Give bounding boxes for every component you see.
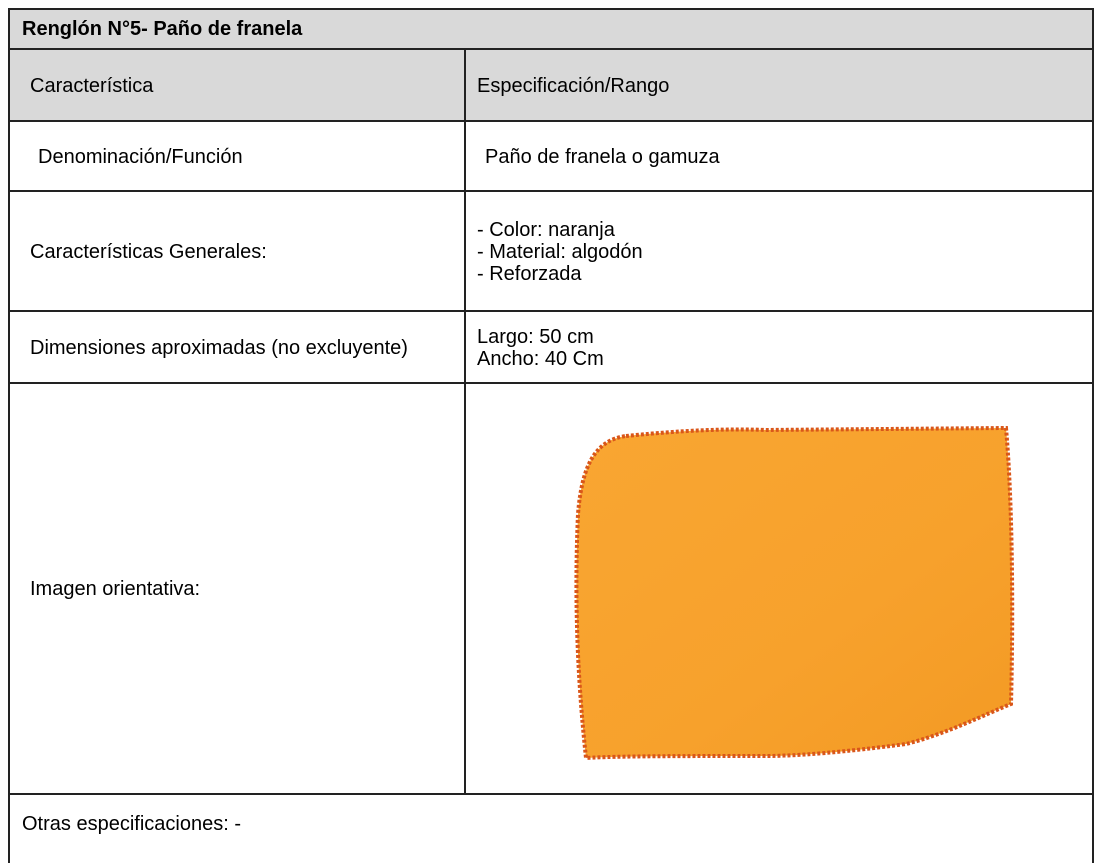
- cloth-image: [574, 425, 1015, 761]
- footer-cell: Otras especificaciones: -: [10, 795, 1092, 863]
- cloth-shape: [574, 425, 1015, 761]
- cell-line: - Material: algodón: [477, 240, 643, 263]
- header-text: Característica: [30, 74, 154, 97]
- cell-line: Ancho: 40 Cm: [477, 347, 604, 370]
- label-cell: Dimensiones aproximadas (no excluyente): [10, 312, 464, 383]
- cell-text: Dimensiones aproximadas (no excluyente): [30, 336, 408, 359]
- value-cell: Largo: 50 cm Ancho: 40 Cm: [464, 312, 1092, 383]
- label-cell: Características Generales:: [10, 192, 464, 311]
- image-cell: [464, 384, 1092, 794]
- cell-text: Características Generales:: [30, 240, 267, 263]
- table-title: Renglón N°5- Paño de franela: [22, 18, 303, 40]
- header-cell: Especificación/Rango: [464, 50, 1092, 121]
- header-text: Especificación/Rango: [477, 74, 670, 97]
- cell-line: Largo: 50 cm: [477, 325, 594, 348]
- header-row: Característica Especificación/Rango: [8, 48, 1094, 121]
- header-cell: Característica: [10, 50, 464, 121]
- cell-line: - Color: naranja: [477, 218, 615, 241]
- table-row: Dimensiones aproximadas (no excluyente) …: [8, 310, 1094, 383]
- label-cell: Imagen orientativa:: [10, 384, 464, 794]
- table-row: Denominación/Función Paño de franela o g…: [8, 120, 1094, 191]
- label-cell: Denominación/Función: [10, 122, 464, 191]
- footer-text: Otras especificaciones: -: [22, 813, 241, 835]
- table-row: Imagen orientativa:: [8, 382, 1094, 794]
- value-cell: - Color: naranja - Material: algodón - Ref…: [464, 192, 1092, 311]
- value-cell: Paño de franela o gamuza: [464, 122, 1092, 191]
- cell-text: Denominación/Función: [38, 145, 243, 168]
- cell-line: - Reforzada: [477, 262, 582, 285]
- title-row: Renglón N°5- Paño de franela: [8, 8, 1094, 49]
- cell-line: Paño de franela o gamuza: [485, 145, 720, 168]
- footer-row: Otras especificaciones: -: [8, 793, 1094, 863]
- spec-table: Renglón N°5- Paño de franela Característ…: [8, 8, 1094, 863]
- table-row: Características Generales: - Color: nara…: [8, 190, 1094, 311]
- cell-text: Imagen orientativa:: [30, 578, 201, 600]
